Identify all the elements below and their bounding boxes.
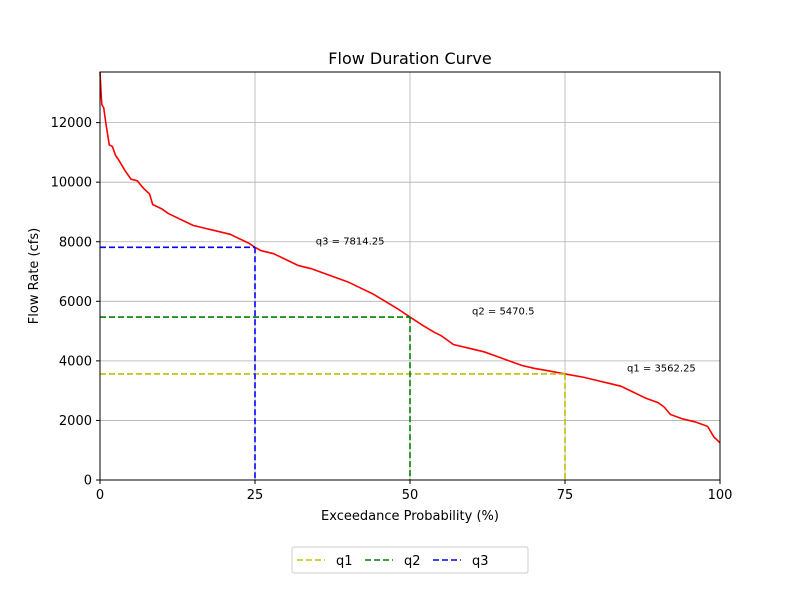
x-tick-label: 75: [557, 488, 574, 503]
data-layer: [99, 71, 721, 480]
q2-annotation: q2 = 5470.5: [472, 306, 534, 317]
x-axis-label: Exceedance Probability (%): [321, 509, 499, 524]
legend: q1 q2 q3: [291, 546, 529, 574]
y-tick-label: 10000: [51, 176, 92, 191]
axis-ticks: 0 25 50 75 100 0 2000 4000 6000 8000 10000 12000: [51, 116, 733, 503]
chart-title: Flow Duration Curve: [328, 49, 491, 68]
annotations: q1 = 3562.25 q2 = 5470.5 q3 = 7814.25: [316, 237, 696, 375]
y-tick-label: 0: [84, 474, 92, 489]
legend-box: [291, 546, 529, 574]
x-tick-label: 100: [708, 488, 733, 503]
y-tick-label: 6000: [59, 295, 92, 310]
legend-label-q3: q3: [472, 554, 489, 569]
y-tick-label: 8000: [59, 235, 92, 250]
x-tick-label: 25: [247, 488, 264, 503]
y-tick-label: 2000: [59, 414, 92, 429]
y-tick-label: 12000: [51, 116, 92, 131]
legend-label-q1: q1: [336, 554, 353, 569]
q3-annotation: q3 = 7814.25: [316, 237, 385, 248]
x-tick-label: 0: [96, 488, 104, 503]
x-tick-label: 50: [402, 488, 419, 503]
flow-duration-curve: [99, 71, 721, 444]
y-tick-label: 4000: [59, 354, 92, 369]
y-axis-label: Flow Rate (cfs): [27, 228, 42, 324]
q1-annotation: q1 = 3562.25: [627, 363, 696, 374]
legend-label-q2: q2: [404, 554, 421, 569]
